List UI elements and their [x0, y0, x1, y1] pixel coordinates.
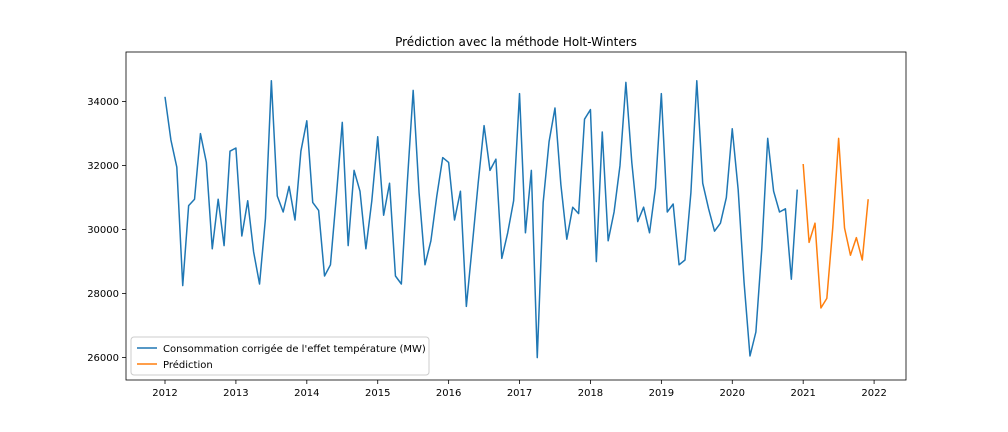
x-tick-label: 2020	[720, 388, 745, 399]
x-tick-label: 2017	[507, 388, 532, 399]
series-line-prediction	[802, 137, 869, 309]
legend-label-consommation: Consommation corrigée de l'effet tempéra…	[163, 343, 426, 355]
legend-label-prediction: Prédiction	[163, 359, 213, 371]
y-tick-label: 26000	[87, 353, 119, 364]
x-tick-label: 2018	[578, 388, 603, 399]
series-layer	[164, 80, 869, 359]
legend: Consommation corrigée de l'effet tempéra…	[130, 336, 430, 376]
x-tick-label: 2012	[152, 388, 177, 399]
plot-frame	[125, 51, 907, 381]
x-tick-label: 2019	[649, 388, 674, 399]
legend-box	[130, 336, 430, 376]
x-tick-label: 2013	[223, 388, 248, 399]
plot-area	[126, 52, 906, 380]
x-tick-label: 2016	[436, 388, 461, 399]
x-axis: 2012 2013 2014 2015 2016 2017 2018 2019 2020 2021…	[152, 380, 887, 399]
x-tick-label: 2022	[861, 388, 886, 399]
y-tick-label: 34000	[87, 97, 119, 108]
y-axis: 26000 28000 30000 32000 34000	[87, 97, 126, 364]
series-line-consommation	[164, 80, 798, 359]
chart-title: Prédiction avec la méthode Holt-Winters	[395, 35, 637, 49]
y-tick-label: 32000	[87, 161, 119, 172]
x-tick-label: 2014	[294, 388, 319, 399]
x-tick-label: 2021	[790, 388, 815, 399]
x-tick-label: 2015	[365, 388, 390, 399]
y-tick-label: 30000	[87, 225, 119, 236]
y-tick-label: 28000	[87, 289, 119, 300]
